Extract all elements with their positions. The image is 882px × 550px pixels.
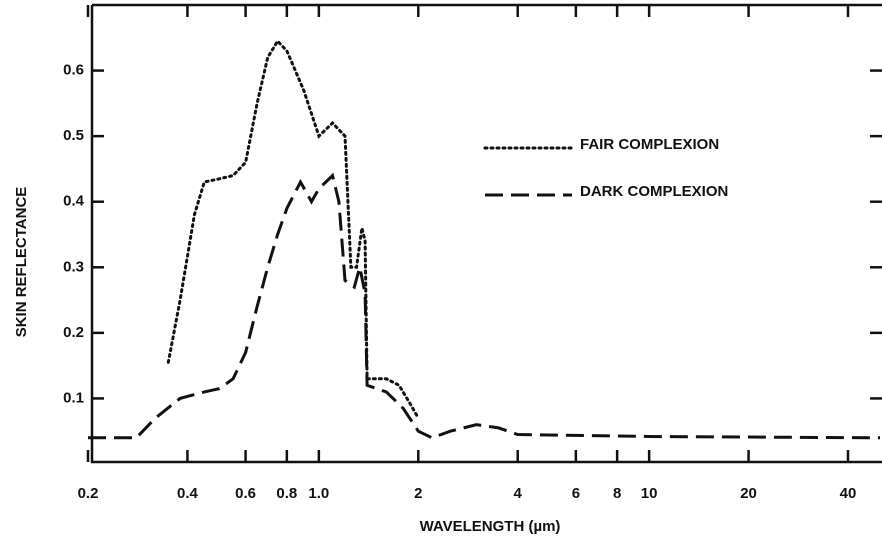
y-tick-label: 0.5 — [63, 127, 84, 144]
x-tick-label: 10 — [641, 485, 658, 502]
y-axis-label: SKIN REFLECTANCE — [13, 187, 30, 338]
x-tick-label: 0.8 — [276, 485, 297, 502]
x-axis-label: WAVELENGTH (µm) — [420, 518, 561, 535]
y-tick-label: 0.1 — [63, 389, 84, 406]
x-tick-label: 40 — [840, 485, 857, 502]
x-tick-label: 1.0 — [308, 485, 329, 502]
x-tick-label: 6 — [572, 485, 580, 502]
x-tick-label: 8 — [613, 485, 621, 502]
x-tick-label: 4 — [514, 485, 523, 502]
y-tick-label: 0.4 — [63, 193, 85, 210]
y-tick-label: 0.2 — [63, 324, 84, 341]
y-tick-label: 0.6 — [63, 62, 84, 79]
series-line — [88, 172, 881, 440]
axes-frame — [90, 3, 882, 464]
x-tick-label: 0.4 — [177, 485, 199, 502]
legend-label: FAIR COMPLEXION — [580, 136, 719, 153]
x-tick-label: 20 — [740, 485, 757, 502]
x-tick-label: 2 — [414, 485, 422, 502]
series-line — [166, 38, 420, 420]
y-tick-label: 0.3 — [63, 258, 84, 275]
legend-label: DARK COMPLEXION — [580, 183, 728, 200]
x-tick-label: 0.2 — [78, 485, 99, 502]
x-tick-label: 0.6 — [235, 485, 256, 502]
